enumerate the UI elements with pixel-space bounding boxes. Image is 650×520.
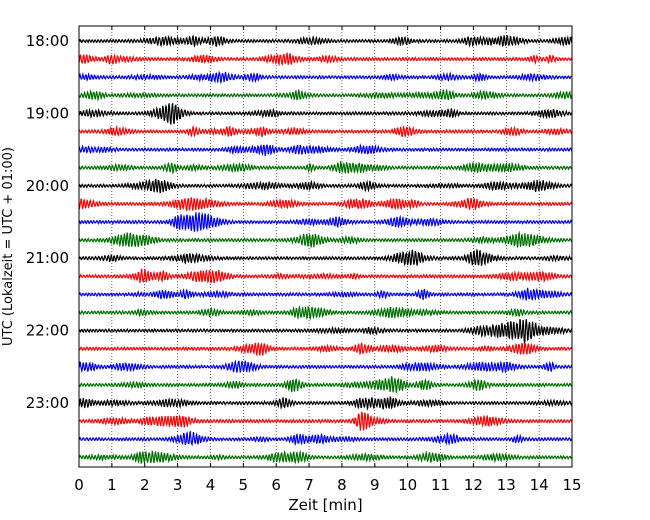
trace-line: [78, 319, 573, 345]
trace-line: [78, 88, 573, 102]
y-tick-label: 20:00: [26, 177, 69, 195]
x-axis-ticks: 0 1 2 3 4 5 6 7 8 9 10 11 12 13 14 15: [74, 26, 582, 494]
x-tick-label: 5: [239, 476, 249, 494]
x-tick-label: 0: [74, 476, 84, 494]
trace-line: [78, 449, 573, 465]
trace-line: [78, 178, 573, 194]
trace-line: [78, 268, 573, 284]
trace-line: [78, 103, 573, 125]
x-tick-label: 12: [464, 476, 483, 494]
x-tick-label: 13: [497, 476, 516, 494]
trace-line: [78, 376, 573, 393]
y-tick-label: 23:00: [26, 394, 69, 412]
x-tick-label: 3: [173, 476, 183, 494]
trace-line: [78, 342, 573, 357]
y-axis-ticks: 18:00 19:00 20:00 21:00 22:00 23:00: [26, 32, 83, 412]
trace-line: [78, 34, 573, 48]
y-tick-label: 18:00: [26, 32, 69, 50]
trace-line: [78, 70, 573, 85]
x-tick-label: 9: [370, 476, 380, 494]
plot-frame: [78, 25, 573, 468]
trace-line: [78, 287, 573, 302]
x-axis-label: Zeit [min]: [288, 496, 362, 514]
trace-line: [78, 395, 573, 411]
trace-line: [78, 304, 573, 321]
x-tick-label: 6: [271, 476, 281, 494]
x-tick-label: 4: [206, 476, 216, 494]
trace-line: [78, 160, 573, 175]
y-axis-label: UTC (Lokalzeit = UTC + 01:00): [1, 147, 16, 346]
x-tick-label: 8: [337, 476, 347, 494]
y-tick-label: 19:00: [26, 104, 69, 122]
seismic-traces: [78, 34, 573, 465]
x-tick-label: 14: [530, 476, 549, 494]
trace-line: [78, 359, 573, 374]
x-tick-label: 1: [107, 476, 117, 494]
x-tick-label: 7: [304, 476, 314, 494]
trace-line: [78, 124, 573, 138]
trace-line: [78, 212, 573, 232]
y-tick-label: 21:00: [26, 249, 69, 267]
y-tick-label: 22:00: [26, 322, 69, 340]
trace-line: [78, 249, 573, 267]
x-tick-label: 10: [398, 476, 417, 494]
trace-line: [78, 230, 573, 249]
x-tick-label: 11: [431, 476, 450, 494]
trace-line: [78, 51, 573, 67]
trace-line: [78, 411, 573, 431]
trace-line: [78, 430, 573, 447]
trace-line: [78, 196, 573, 211]
x-tick-label: 15: [562, 476, 581, 494]
x-tick-label: 2: [140, 476, 150, 494]
trace-line: [78, 143, 573, 157]
